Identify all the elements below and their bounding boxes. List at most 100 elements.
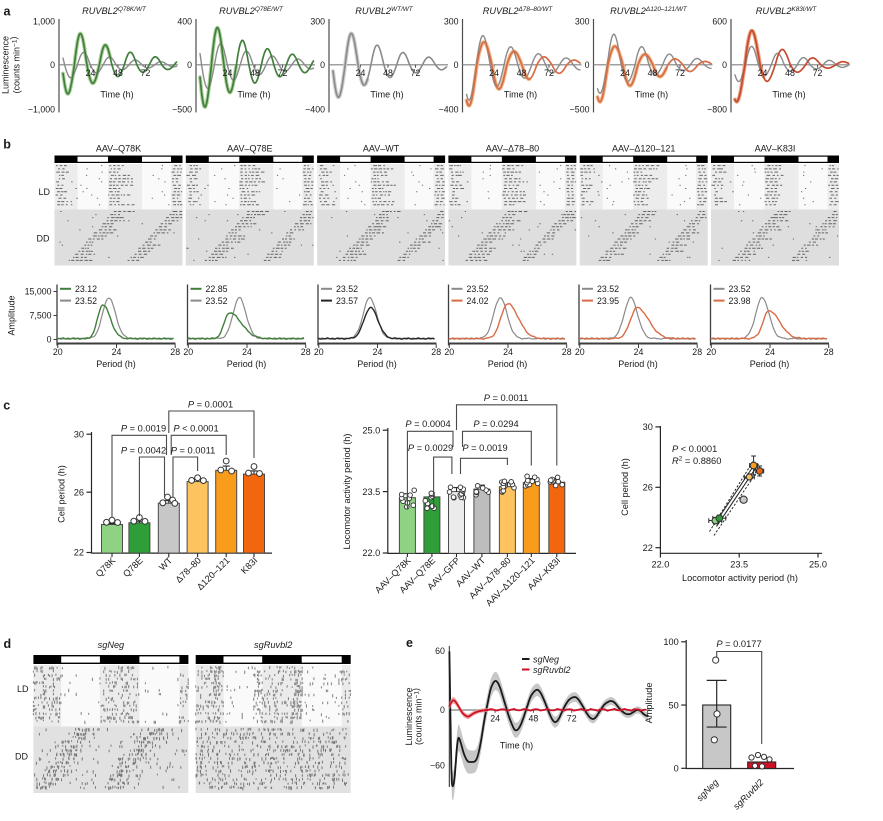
svg-text:P = 0.0019: P = 0.0019 <box>462 443 507 453</box>
svg-text:0: 0 <box>585 60 590 70</box>
svg-text:sgNeg: sgNeg <box>533 655 559 665</box>
svg-text:0: 0 <box>454 60 459 70</box>
svg-text:25.0: 25.0 <box>809 560 827 570</box>
svg-text:24: 24 <box>758 68 768 78</box>
svg-text:1,000: 1,000 <box>33 17 55 27</box>
svg-text:RUVBL2K83I/WT: RUVBL2K83I/WT <box>756 6 818 16</box>
svg-text:28: 28 <box>431 347 441 357</box>
svg-text:60: 60 <box>435 646 445 656</box>
svg-text:−1,000: −1,000 <box>28 105 55 115</box>
svg-text:26: 26 <box>643 483 653 493</box>
svg-text:Luminescence: Luminescence <box>404 687 414 745</box>
svg-text:(counts min−1): (counts min−1) <box>9 37 22 94</box>
svg-text:AAV–Δ78–80: AAV–Δ78–80 <box>486 144 539 154</box>
svg-text:22.85: 22.85 <box>206 284 228 294</box>
svg-text:48: 48 <box>250 68 260 78</box>
svg-text:DD: DD <box>15 752 28 762</box>
svg-text:AAV–Q78E: AAV–Q78E <box>227 144 272 154</box>
svg-text:0: 0 <box>50 60 55 70</box>
svg-text:−400: −400 <box>305 105 325 115</box>
svg-text:0: 0 <box>440 705 445 715</box>
svg-text:0: 0 <box>320 60 325 70</box>
svg-text:23.52: 23.52 <box>206 296 228 306</box>
svg-text:48: 48 <box>113 68 123 78</box>
svg-text:P = 0.0029: P = 0.0029 <box>408 443 453 453</box>
svg-text:23.52: 23.52 <box>75 296 97 306</box>
svg-text:48: 48 <box>529 714 539 724</box>
svg-text:P < 0.0001: P < 0.0001 <box>173 424 218 434</box>
svg-text:Luminescence: Luminescence <box>1 36 11 94</box>
svg-text:24: 24 <box>356 68 366 78</box>
svg-text:22: 22 <box>643 543 653 553</box>
svg-text:sgRuvbl2: sgRuvbl2 <box>254 640 292 650</box>
svg-text:24: 24 <box>490 714 500 724</box>
svg-text:Cell period (h): Cell period (h) <box>620 458 630 516</box>
svg-text:LD: LD <box>38 187 50 197</box>
svg-text:24: 24 <box>489 68 499 78</box>
svg-text:Cell period (h): Cell period (h) <box>57 465 67 523</box>
svg-text:Time (h): Time (h) <box>100 90 133 100</box>
svg-text:72: 72 <box>675 68 685 78</box>
svg-text:(counts min−1): (counts min−1) <box>411 688 424 745</box>
svg-text:Period (h): Period (h) <box>227 359 267 369</box>
svg-text:23.52: 23.52 <box>729 284 751 294</box>
svg-text:R2 = 0.8860: R2 = 0.8860 <box>672 456 721 467</box>
svg-text:20: 20 <box>444 347 454 357</box>
svg-text:100: 100 <box>663 637 678 647</box>
svg-text:72: 72 <box>411 68 421 78</box>
svg-text:24: 24 <box>223 68 233 78</box>
svg-text:23.95: 23.95 <box>597 296 619 306</box>
svg-text:Period (h): Period (h) <box>357 359 397 369</box>
svg-text:72: 72 <box>567 714 577 724</box>
svg-text:24: 24 <box>634 347 644 357</box>
svg-text:Amplitude: Amplitude <box>644 683 654 724</box>
svg-text:0: 0 <box>674 764 679 774</box>
svg-text:Time (h): Time (h) <box>237 90 270 100</box>
svg-text:Amplitude: Amplitude <box>7 295 17 335</box>
svg-text:20: 20 <box>53 347 63 357</box>
svg-text:23.52: 23.52 <box>467 284 489 294</box>
svg-text:P = 0.0042: P = 0.0042 <box>121 446 166 456</box>
svg-text:d: d <box>4 637 12 651</box>
svg-text:20: 20 <box>575 347 585 357</box>
svg-text:22: 22 <box>74 548 84 558</box>
svg-text:P = 0.0019: P = 0.0019 <box>121 424 166 434</box>
svg-text:P = 0.0177: P = 0.0177 <box>716 639 761 649</box>
svg-text:Locomotor activity period (h): Locomotor activity period (h) <box>682 573 798 583</box>
svg-text:−400: −400 <box>439 105 459 115</box>
svg-text:sgRuvbl2: sgRuvbl2 <box>533 665 571 675</box>
svg-text:300: 300 <box>444 17 459 27</box>
svg-text:e: e <box>406 636 413 650</box>
svg-text:30: 30 <box>74 429 84 439</box>
svg-text:300: 300 <box>575 17 590 27</box>
svg-text:RUVBL2Δ120–121/WT: RUVBL2Δ120–121/WT <box>610 6 688 16</box>
svg-text:28: 28 <box>562 347 572 357</box>
svg-text:sgNeg: sgNeg <box>98 640 125 650</box>
svg-text:28: 28 <box>692 347 702 357</box>
svg-text:48: 48 <box>785 68 795 78</box>
svg-text:c: c <box>3 399 10 413</box>
svg-text:Time (h): Time (h) <box>504 90 537 100</box>
svg-text:a: a <box>4 4 12 18</box>
svg-text:23.57: 23.57 <box>336 296 358 306</box>
svg-text:22.0: 22.0 <box>651 560 669 570</box>
svg-text:b: b <box>3 137 11 151</box>
svg-text:AAV–Δ120–121: AAV–Δ120–121 <box>612 144 675 154</box>
svg-text:24: 24 <box>373 347 383 357</box>
svg-text:RUVBL2Δ78–80/WT: RUVBL2Δ78–80/WT <box>483 6 554 16</box>
svg-text:AAV–Q78K: AAV–Q78K <box>96 144 141 154</box>
svg-text:23.52: 23.52 <box>597 284 619 294</box>
svg-text:P = 0.0011: P = 0.0011 <box>484 393 529 403</box>
svg-text:24.02: 24.02 <box>467 296 489 306</box>
svg-text:72: 72 <box>544 68 554 78</box>
svg-text:P < 0.0001: P < 0.0001 <box>672 444 717 454</box>
svg-text:AAV–WT: AAV–WT <box>363 144 400 154</box>
svg-text:23.5: 23.5 <box>730 560 748 570</box>
svg-text:Period (h): Period (h) <box>488 359 528 369</box>
svg-text:P = 0.0004: P = 0.0004 <box>405 419 450 429</box>
svg-text:0: 0 <box>47 335 52 345</box>
svg-text:−800: −800 <box>707 105 727 115</box>
svg-text:28: 28 <box>824 347 834 357</box>
svg-text:Time (h): Time (h) <box>500 741 533 751</box>
svg-text:P = 0.0294: P = 0.0294 <box>473 419 518 429</box>
